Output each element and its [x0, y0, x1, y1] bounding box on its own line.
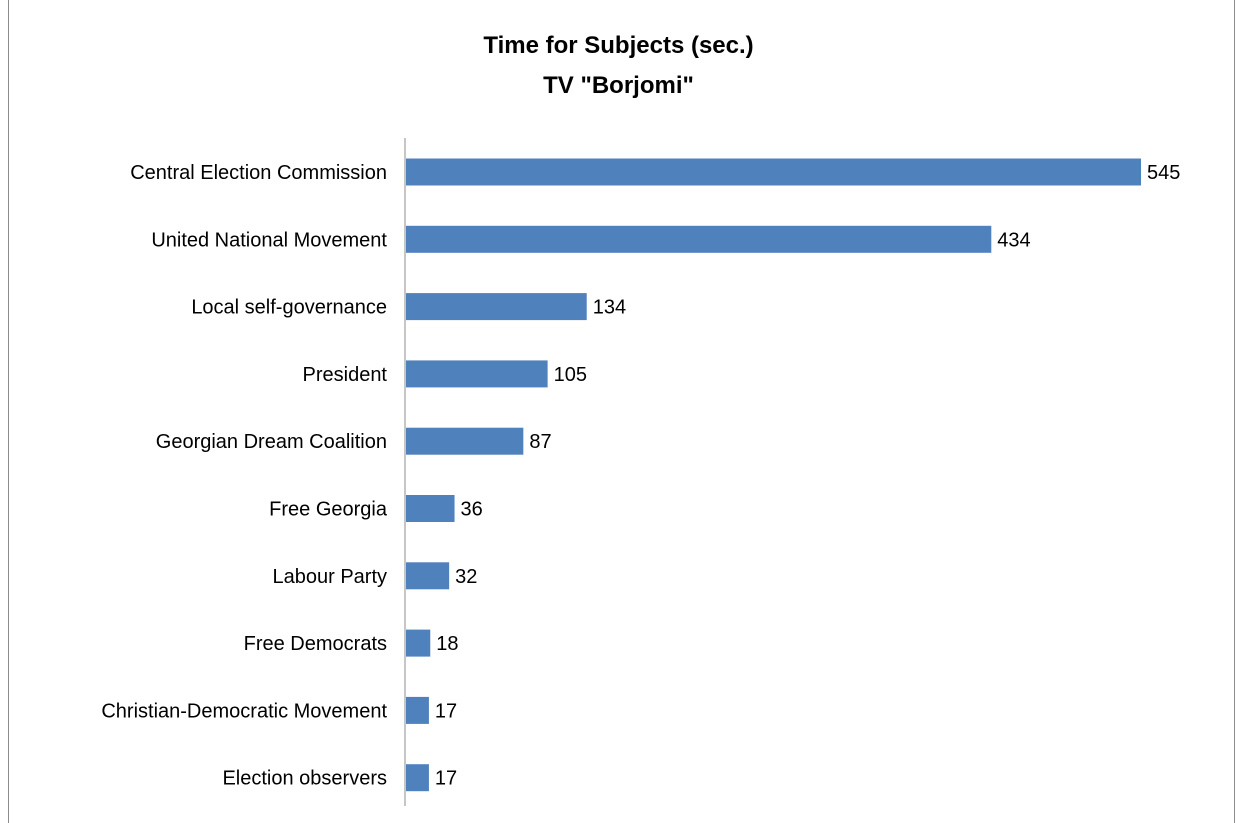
bars-group: Central Election Commission 545 United Nat… [101, 158, 1180, 792]
data-label: 134 [593, 297, 626, 319]
category-label: Local self-governance [191, 297, 387, 319]
bar [406, 360, 548, 388]
data-label: 545 [1147, 162, 1180, 184]
category-label: Free Georgia [269, 499, 388, 521]
category-label: Labour Party [272, 566, 387, 588]
data-label: 32 [455, 566, 477, 588]
bar [406, 225, 992, 253]
bar [406, 427, 524, 455]
category-label: Christian-Democratic Movement [101, 700, 387, 722]
bar [406, 562, 450, 590]
data-label: 36 [461, 499, 483, 521]
category-label: United National Movement [151, 229, 387, 251]
data-label: 17 [435, 768, 457, 790]
data-label: 17 [435, 700, 457, 722]
data-label: 434 [997, 229, 1030, 251]
bar [406, 696, 429, 724]
category-label: Election observers [222, 768, 387, 790]
data-label: 105 [554, 364, 587, 386]
bar [406, 629, 431, 657]
chart-title: Time for Subjects (sec.) [483, 32, 754, 59]
bar [406, 158, 1141, 186]
data-label: 18 [436, 633, 458, 655]
category-label: Georgian Dream Coalition [156, 431, 387, 453]
category-label: Free Democrats [244, 633, 387, 655]
chart-frame [8, 0, 1235, 823]
category-label: President [303, 364, 388, 386]
chart-title-block: Time for Subjects (sec.) TV "Borjomi" [0, 26, 1237, 106]
bar [406, 293, 587, 321]
bar [406, 764, 429, 792]
chart-subtitle: TV "Borjomi" [543, 72, 694, 99]
category-label: Central Election Commission [130, 162, 387, 184]
data-label: 87 [529, 431, 551, 453]
bar [406, 495, 455, 522]
